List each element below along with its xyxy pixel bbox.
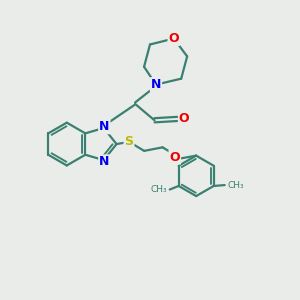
- Text: CH₃: CH₃: [228, 181, 244, 190]
- Text: N: N: [151, 78, 161, 91]
- Text: O: O: [169, 151, 180, 164]
- Text: N: N: [99, 120, 110, 133]
- Text: CH₃: CH₃: [150, 185, 167, 194]
- Text: S: S: [124, 136, 134, 148]
- Text: O: O: [179, 112, 190, 125]
- Text: N: N: [99, 155, 110, 168]
- Text: O: O: [169, 32, 179, 45]
